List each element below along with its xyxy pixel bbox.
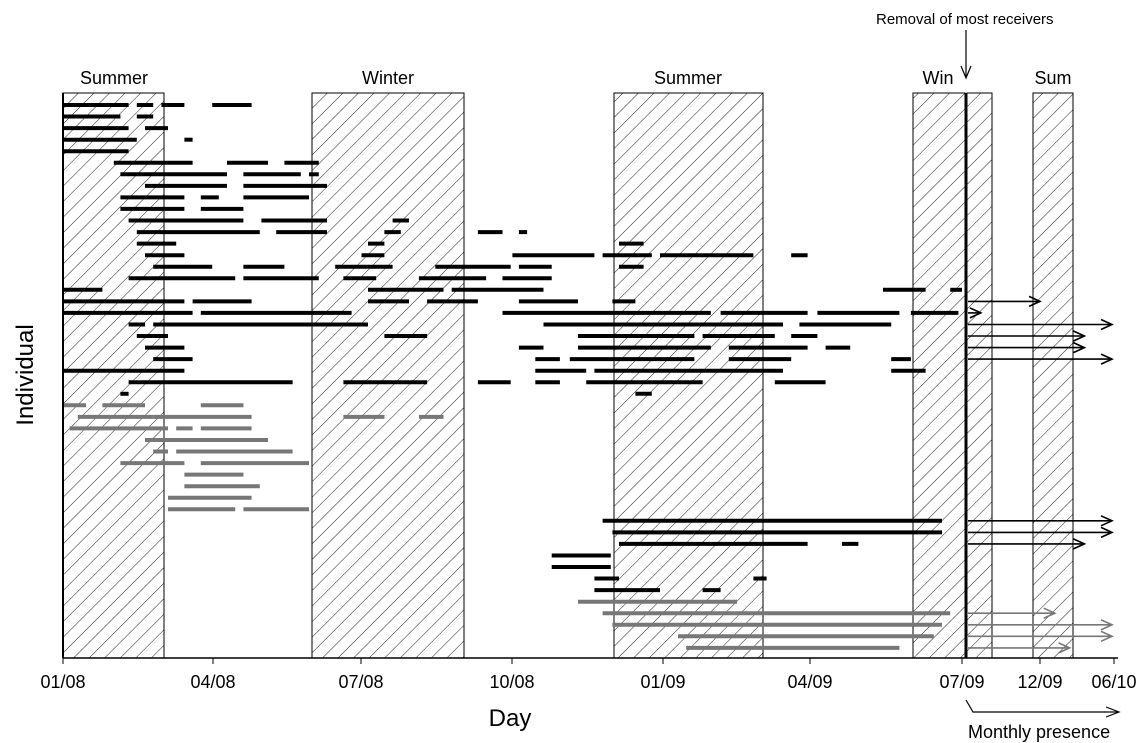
presence-arrow-head (1100, 526, 1114, 539)
presence-arrow-head (1100, 515, 1114, 527)
season-label-summer-1: Summer (80, 68, 148, 88)
presence-arrow-head (1073, 538, 1087, 550)
y-axis-title: Individual (12, 324, 39, 425)
x-tick-label: 07/09 (939, 672, 984, 692)
season-band-summer-2 (613, 92, 764, 659)
x-ticks: 01/08 04/08 07/08 10/08 01/09 04/09 07/0… (40, 658, 1137, 692)
presence-arrow-head (969, 307, 983, 319)
season-band-summer-1 (62, 92, 165, 659)
presence-arrow-head (1073, 330, 1087, 342)
presence-arrow-head (1043, 607, 1057, 619)
season-labels: Summer Winter Summer Win Sum (80, 68, 1072, 88)
x-tick-label: 10/08 (489, 672, 534, 692)
x-tick-label: 04/09 (787, 672, 832, 692)
presence-arrow-head (1100, 353, 1114, 365)
removal-annotation: Removal of most receivers (876, 11, 1054, 80)
season-label-summer-2: Summer (654, 68, 722, 88)
x-tick-label: 06/10 (1091, 672, 1136, 692)
season-band-winter-1 (311, 92, 465, 659)
monthly-presence-annotation: Monthly presence (965, 699, 1121, 742)
season-label-win: Win (923, 68, 954, 88)
season-label-winter: Winter (362, 68, 414, 88)
x-tick-label: 07/08 (338, 672, 383, 692)
presence-arrow-head (1100, 619, 1114, 631)
x-axis-title: Day (489, 705, 532, 732)
monthly-presence-label: Monthly presence (968, 722, 1110, 742)
season-label-sum: Sum (1034, 68, 1071, 88)
season-band-sum (1032, 92, 1074, 659)
x-tick-label: 01/08 (40, 672, 85, 692)
presence-arrow-head (1058, 642, 1072, 654)
season-band-win-monthly (966, 92, 993, 659)
x-tick-label: 01/09 (640, 672, 685, 692)
detection-tracks (63, 103, 1114, 654)
removal-label: Removal of most receivers (876, 11, 1054, 28)
x-tick-label: 12/09 (1017, 672, 1062, 692)
axes (62, 93, 1118, 659)
season-band-win (912, 92, 966, 659)
presence-arrow-head (1073, 341, 1087, 354)
x-tick-label: 04/08 (190, 672, 235, 692)
season-bands (62, 92, 1074, 659)
monthly-arrow-shaft (965, 699, 1118, 713)
presence-arrow-head (1100, 318, 1114, 331)
monthly-arrow-head (1105, 706, 1121, 718)
removal-arrow-head (960, 65, 972, 80)
presence-arrow-head (1028, 295, 1042, 308)
presence-arrow-head (1100, 630, 1114, 643)
